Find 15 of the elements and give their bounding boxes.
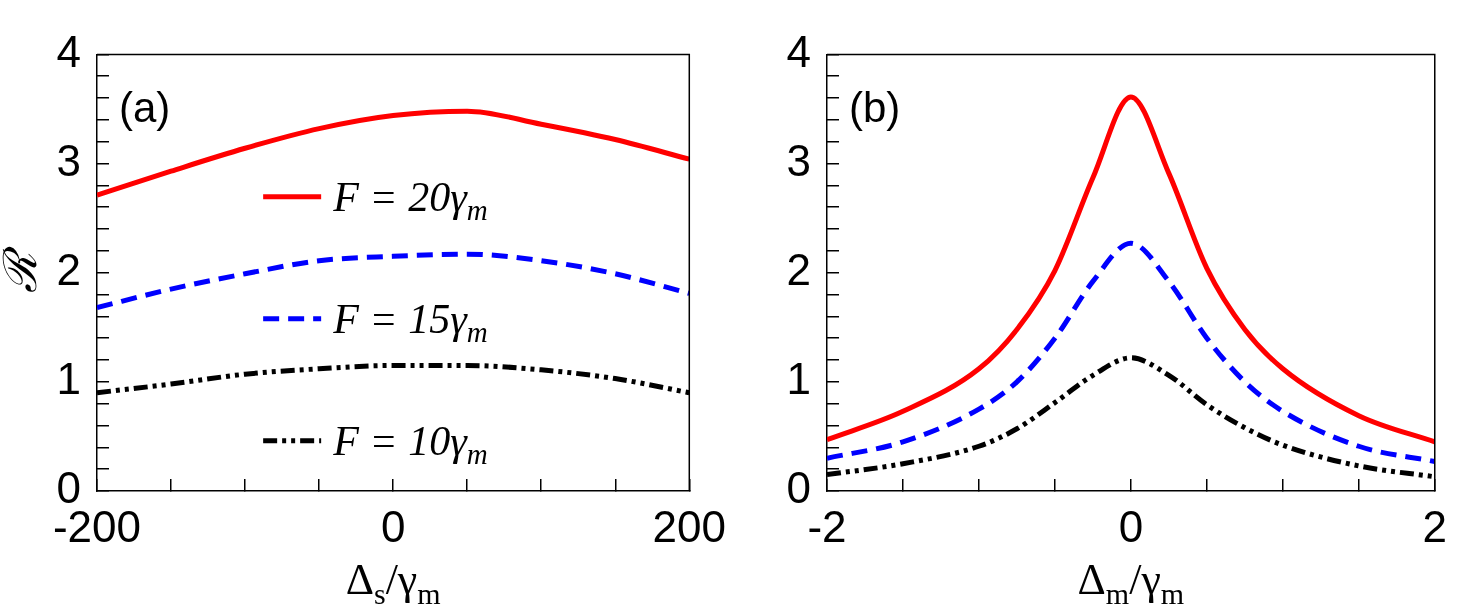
annotation: (b) bbox=[849, 84, 901, 132]
y-tick-label: 2 bbox=[786, 244, 811, 294]
y-tick-label: 4 bbox=[56, 26, 81, 76]
x-tick-label: 200 bbox=[652, 501, 726, 551]
y-tick-label: 3 bbox=[786, 135, 811, 185]
y-tick-label: 1 bbox=[786, 353, 811, 403]
y-tick-label: 1 bbox=[56, 353, 81, 403]
y-tick-label: 2 bbox=[56, 244, 81, 294]
x-tick-label: 0 bbox=[380, 501, 406, 551]
y-axis-title: ℛ bbox=[0, 245, 46, 293]
y-tick-label: 4 bbox=[786, 26, 811, 76]
annotation: (a) bbox=[119, 84, 171, 132]
x-tick-label: 2 bbox=[1422, 501, 1448, 551]
x-tick-label: 0 bbox=[1118, 501, 1144, 551]
y-tick-label: 3 bbox=[56, 135, 81, 185]
